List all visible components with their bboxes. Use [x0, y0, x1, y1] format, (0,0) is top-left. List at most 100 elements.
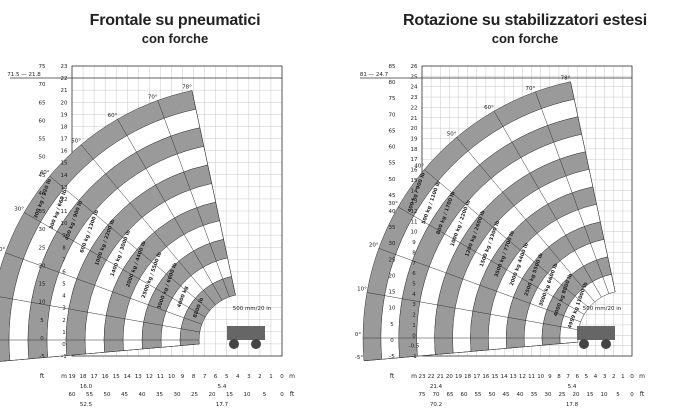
y-tick-label-ft: 5	[390, 322, 394, 328]
angle-ray	[535, 91, 610, 294]
x-tick-label-m: 5	[585, 374, 589, 380]
x-tick-label-m: 16	[102, 374, 109, 380]
angle-ray	[157, 100, 230, 297]
angle-label: 78°	[561, 76, 571, 82]
angle-ray	[493, 110, 602, 298]
left-chart-title-block: Frontale su pneumatici con forche	[0, 12, 350, 46]
y-tick-label-m: 4	[62, 294, 66, 300]
x-tick-label-ft: 15	[226, 392, 233, 398]
y-tick-label-m: 3	[62, 306, 66, 312]
angle-label: 40°	[414, 164, 424, 170]
y-tick-label-ft: 65	[39, 100, 46, 106]
angle-label: 20°	[0, 247, 6, 253]
angle-label: 50°	[447, 131, 457, 137]
angle-ray	[378, 248, 581, 323]
y-tick-label-m: 2	[62, 318, 66, 324]
x-callout: 21.4	[430, 384, 443, 390]
y-tick-label-ft: -5	[39, 354, 45, 360]
max-height-label: 71.5 — 21.8	[7, 72, 41, 78]
x-tick-label-m: 11	[528, 374, 535, 380]
angle-ray	[363, 341, 579, 362]
y-tick-label-m: 9	[62, 233, 66, 239]
x-tick-label-m: 1	[269, 374, 273, 380]
x-tick-label-m: 10	[537, 374, 544, 380]
y-tick-label-ft: -5	[389, 354, 395, 360]
y-tick-label-m: 7	[412, 261, 416, 267]
y-tick-label-m: 10	[411, 230, 418, 236]
x-tick-label-ft: 25	[191, 392, 198, 398]
y-tick-label-m: 7	[62, 257, 66, 263]
x-tick-label-m: 12	[519, 374, 526, 380]
x-tick-label-m: 4	[594, 374, 598, 380]
y-tick-label-m: -1	[411, 354, 416, 360]
angle-label: -5°	[355, 355, 363, 361]
y-tick-label-ft: 0	[390, 338, 394, 344]
y-tick-label-ft: 55	[39, 137, 46, 143]
machine-body	[227, 326, 265, 340]
y-tick-label-m: 5	[412, 282, 416, 288]
angle-ray	[24, 212, 206, 318]
y-tick-label-m: 21	[61, 88, 68, 94]
x-tick-label-ft: 35	[156, 392, 163, 398]
angle-ray	[49, 175, 210, 311]
x-tick-label-ft: 5	[616, 392, 620, 398]
y-tick-label-ft: 20	[389, 273, 396, 279]
x-callout: 70.2	[430, 402, 442, 408]
y-tick-label-ft: 10	[39, 300, 46, 306]
x-tick-label-m: 12	[146, 374, 153, 380]
x-unit-m: m	[639, 373, 645, 380]
x-tick-label-m: 21	[437, 374, 444, 380]
x-callout: 16.0	[80, 384, 93, 390]
y-tick-label-m: 21	[411, 116, 418, 122]
y-tick-label-ft: 30	[389, 241, 396, 247]
machine-body	[577, 326, 615, 340]
x-tick-label-ft: 55	[475, 392, 482, 398]
angle-ray	[0, 343, 200, 362]
angle-label: 0°	[355, 332, 361, 338]
x-tick-label-ft: 35	[531, 392, 538, 398]
angle-label: 10°	[357, 287, 367, 293]
y-tick-label-m: 0	[412, 333, 416, 339]
x-tick-label-m: 8	[192, 374, 196, 380]
y-tick-label-m: 19	[61, 112, 68, 118]
y-tick-label-m: 17	[61, 137, 68, 143]
y-tick-label-m: 0	[62, 342, 66, 348]
x-tick-label-m: 19	[455, 374, 462, 380]
x-callout: 5.4	[568, 384, 577, 390]
y-tick-label-ft: 25	[39, 245, 46, 251]
angle-label: 70°	[526, 86, 536, 92]
y-tick-label-ft: 80	[389, 80, 396, 86]
y-tick-label-ft: 35	[389, 225, 396, 231]
x-tick-label-m: 2	[258, 374, 262, 380]
x-tick-label-ft: 60	[461, 392, 468, 398]
y-tick-label-m: 10	[61, 221, 68, 227]
y-tick-label-ft: 75	[389, 96, 396, 102]
y-tick-label-m: 18	[411, 147, 418, 153]
right-load-chart: Rotazione su stabilizzatori estesi con f…	[350, 0, 700, 420]
x-tick-label-ft: 55	[86, 392, 93, 398]
y-tick-label-ft: 65	[389, 128, 396, 134]
machine-wheel	[251, 339, 261, 349]
x-tick-label-m: 9	[181, 374, 185, 380]
x-callout: 17.8	[566, 402, 579, 408]
x-tick-label-ft: 5	[263, 392, 267, 398]
y-tick-label-ft: 45	[39, 173, 46, 179]
x-tick-label-m: 19	[69, 374, 76, 380]
angle-label: 30°	[14, 207, 24, 213]
x-tick-label-ft: 30	[174, 392, 181, 398]
right-chart-title: Rotazione su stabilizzatori estesi	[403, 12, 647, 29]
x-unit-m: m	[289, 373, 295, 380]
y-tick-label-ft: 50	[389, 177, 396, 183]
x-tick-label-ft: 50	[489, 392, 496, 398]
x-tick-label-m: 7	[566, 374, 570, 380]
angle-ray	[117, 119, 223, 301]
x-tick-label-m: 13	[510, 374, 517, 380]
y-tick-label-m: 12	[61, 197, 68, 203]
angle-label: 60°	[108, 113, 118, 119]
x-tick-label-m: 10	[168, 374, 175, 380]
x-tick-label-m: 14	[501, 374, 508, 380]
y-tick-label-m: 26	[411, 64, 418, 70]
y-tick-label-m: 14	[411, 188, 418, 194]
x-tick-label-m: 13	[135, 374, 142, 380]
